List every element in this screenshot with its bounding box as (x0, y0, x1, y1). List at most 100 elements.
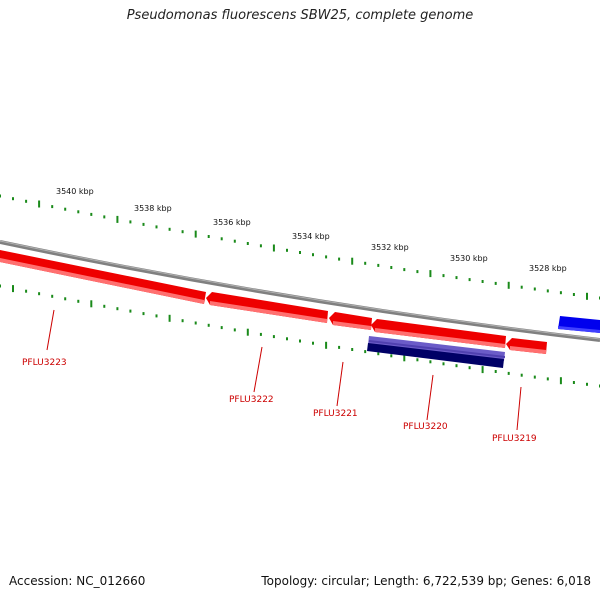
cds-feature-pflu3220[interactable] (367, 336, 505, 368)
leader-line-pflu3221 (336, 361, 344, 407)
minor-tick (246, 242, 249, 245)
minor-tick (312, 341, 314, 345)
minor-tick (351, 348, 354, 351)
major-tick (586, 292, 588, 300)
minor-tick (181, 319, 184, 323)
minor-tick (220, 326, 223, 330)
minor-tick (442, 274, 445, 278)
minor-tick (259, 332, 262, 336)
minor-tick (299, 339, 301, 343)
minor-tick (233, 239, 236, 243)
major-tick (246, 328, 249, 336)
scale-label: 3536 kbp (213, 218, 251, 227)
minor-tick (286, 337, 288, 341)
minor-tick (442, 362, 445, 366)
map-title: Pseudomonas fluorescens SBW25, complete … (126, 8, 474, 23)
minor-tick (559, 291, 562, 295)
minor-tick (455, 364, 458, 368)
minor-tick (233, 328, 236, 332)
minor-tick (90, 212, 93, 216)
leader-line-pflu3222 (253, 346, 263, 393)
minor-tick (520, 373, 523, 377)
minor-tick (142, 312, 145, 316)
minor-tick (64, 297, 67, 301)
minor-tick (272, 335, 275, 339)
major-tick (559, 377, 562, 385)
major-tick (12, 285, 14, 293)
genome-backbone-highlight (0, 240, 600, 340)
minor-tick (416, 270, 419, 274)
minor-tick (364, 350, 367, 354)
genome-backbone (0, 240, 600, 342)
minor-tick (572, 293, 575, 296)
minor-tick (494, 281, 497, 285)
minor-tick (77, 299, 80, 303)
minor-tick (377, 352, 380, 356)
minor-tick (220, 237, 223, 241)
minor-tick (507, 371, 510, 375)
minor-tick (155, 314, 158, 318)
minor-tick (0, 284, 1, 288)
minor-tick (142, 222, 145, 226)
locus-labels: PFLU3223 PFLU3222 PFLU3221 PFLU3220 PFLU… (22, 358, 537, 444)
locus-label-pflu3223: PFLU3223 (22, 358, 67, 368)
minor-tick (299, 251, 301, 254)
gene-pflu3219[interactable] (506, 338, 547, 354)
minor-tick (0, 194, 1, 198)
minor-tick (390, 266, 393, 269)
minor-tick (116, 307, 119, 311)
major-tick (325, 341, 328, 349)
minor-tick (103, 304, 106, 308)
major-tick (194, 230, 197, 238)
major-tick (481, 366, 484, 374)
gene-pflu3220[interactable] (371, 319, 506, 348)
minor-tick (129, 309, 132, 313)
minor-tick (12, 197, 14, 201)
leader-line-pflu3220 (426, 374, 434, 421)
gene-pflu3221[interactable] (329, 312, 372, 330)
minor-tick (546, 377, 549, 381)
minor-tick (51, 294, 54, 298)
genome-summary: Topology: circular; Length: 6,722,539 bp… (261, 574, 591, 588)
minor-tick (338, 345, 341, 349)
minor-tick (455, 276, 458, 280)
minor-tick (207, 235, 210, 238)
minor-tick (155, 225, 158, 229)
locus-label-pflu3221: PFLU3221 (313, 409, 358, 419)
minor-tick (64, 207, 67, 211)
accession-label: Accession: NC_012660 (9, 574, 146, 588)
minor-tick (403, 268, 406, 272)
minor-tick (338, 257, 341, 261)
minor-tick (77, 210, 80, 214)
minor-tick (364, 261, 367, 265)
minor-tick (129, 220, 132, 224)
minor-tick (533, 375, 536, 379)
minor-tick (546, 289, 549, 293)
minor-tick (25, 199, 28, 203)
minor-tick (468, 278, 471, 282)
minor-tick (429, 360, 432, 364)
minor-tick (286, 248, 288, 252)
major-tick (272, 244, 275, 252)
scale-label: 3528 kbp (529, 264, 567, 273)
minor-tick (38, 292, 41, 296)
major-tick (90, 300, 93, 308)
major-tick (116, 215, 119, 223)
gene-pflu3222[interactable] (206, 292, 328, 323)
minor-tick (494, 370, 497, 373)
cds-feature-right-edge[interactable] (558, 316, 600, 333)
minor-tick (416, 358, 419, 362)
minor-tick (181, 230, 184, 234)
minor-tick (520, 285, 523, 289)
gene-pflu3223[interactable] (0, 250, 206, 304)
minor-tick (572, 381, 575, 384)
minor-tick (312, 253, 314, 257)
locus-leader-lines (46, 309, 522, 431)
minor-tick (468, 366, 471, 370)
minor-tick (259, 244, 262, 248)
scale-label: 3534 kbp (292, 232, 330, 241)
scale-label: 3538 kbp (134, 204, 172, 213)
minor-tick (533, 287, 536, 291)
locus-label-pflu3220: PFLU3220 (403, 422, 448, 432)
